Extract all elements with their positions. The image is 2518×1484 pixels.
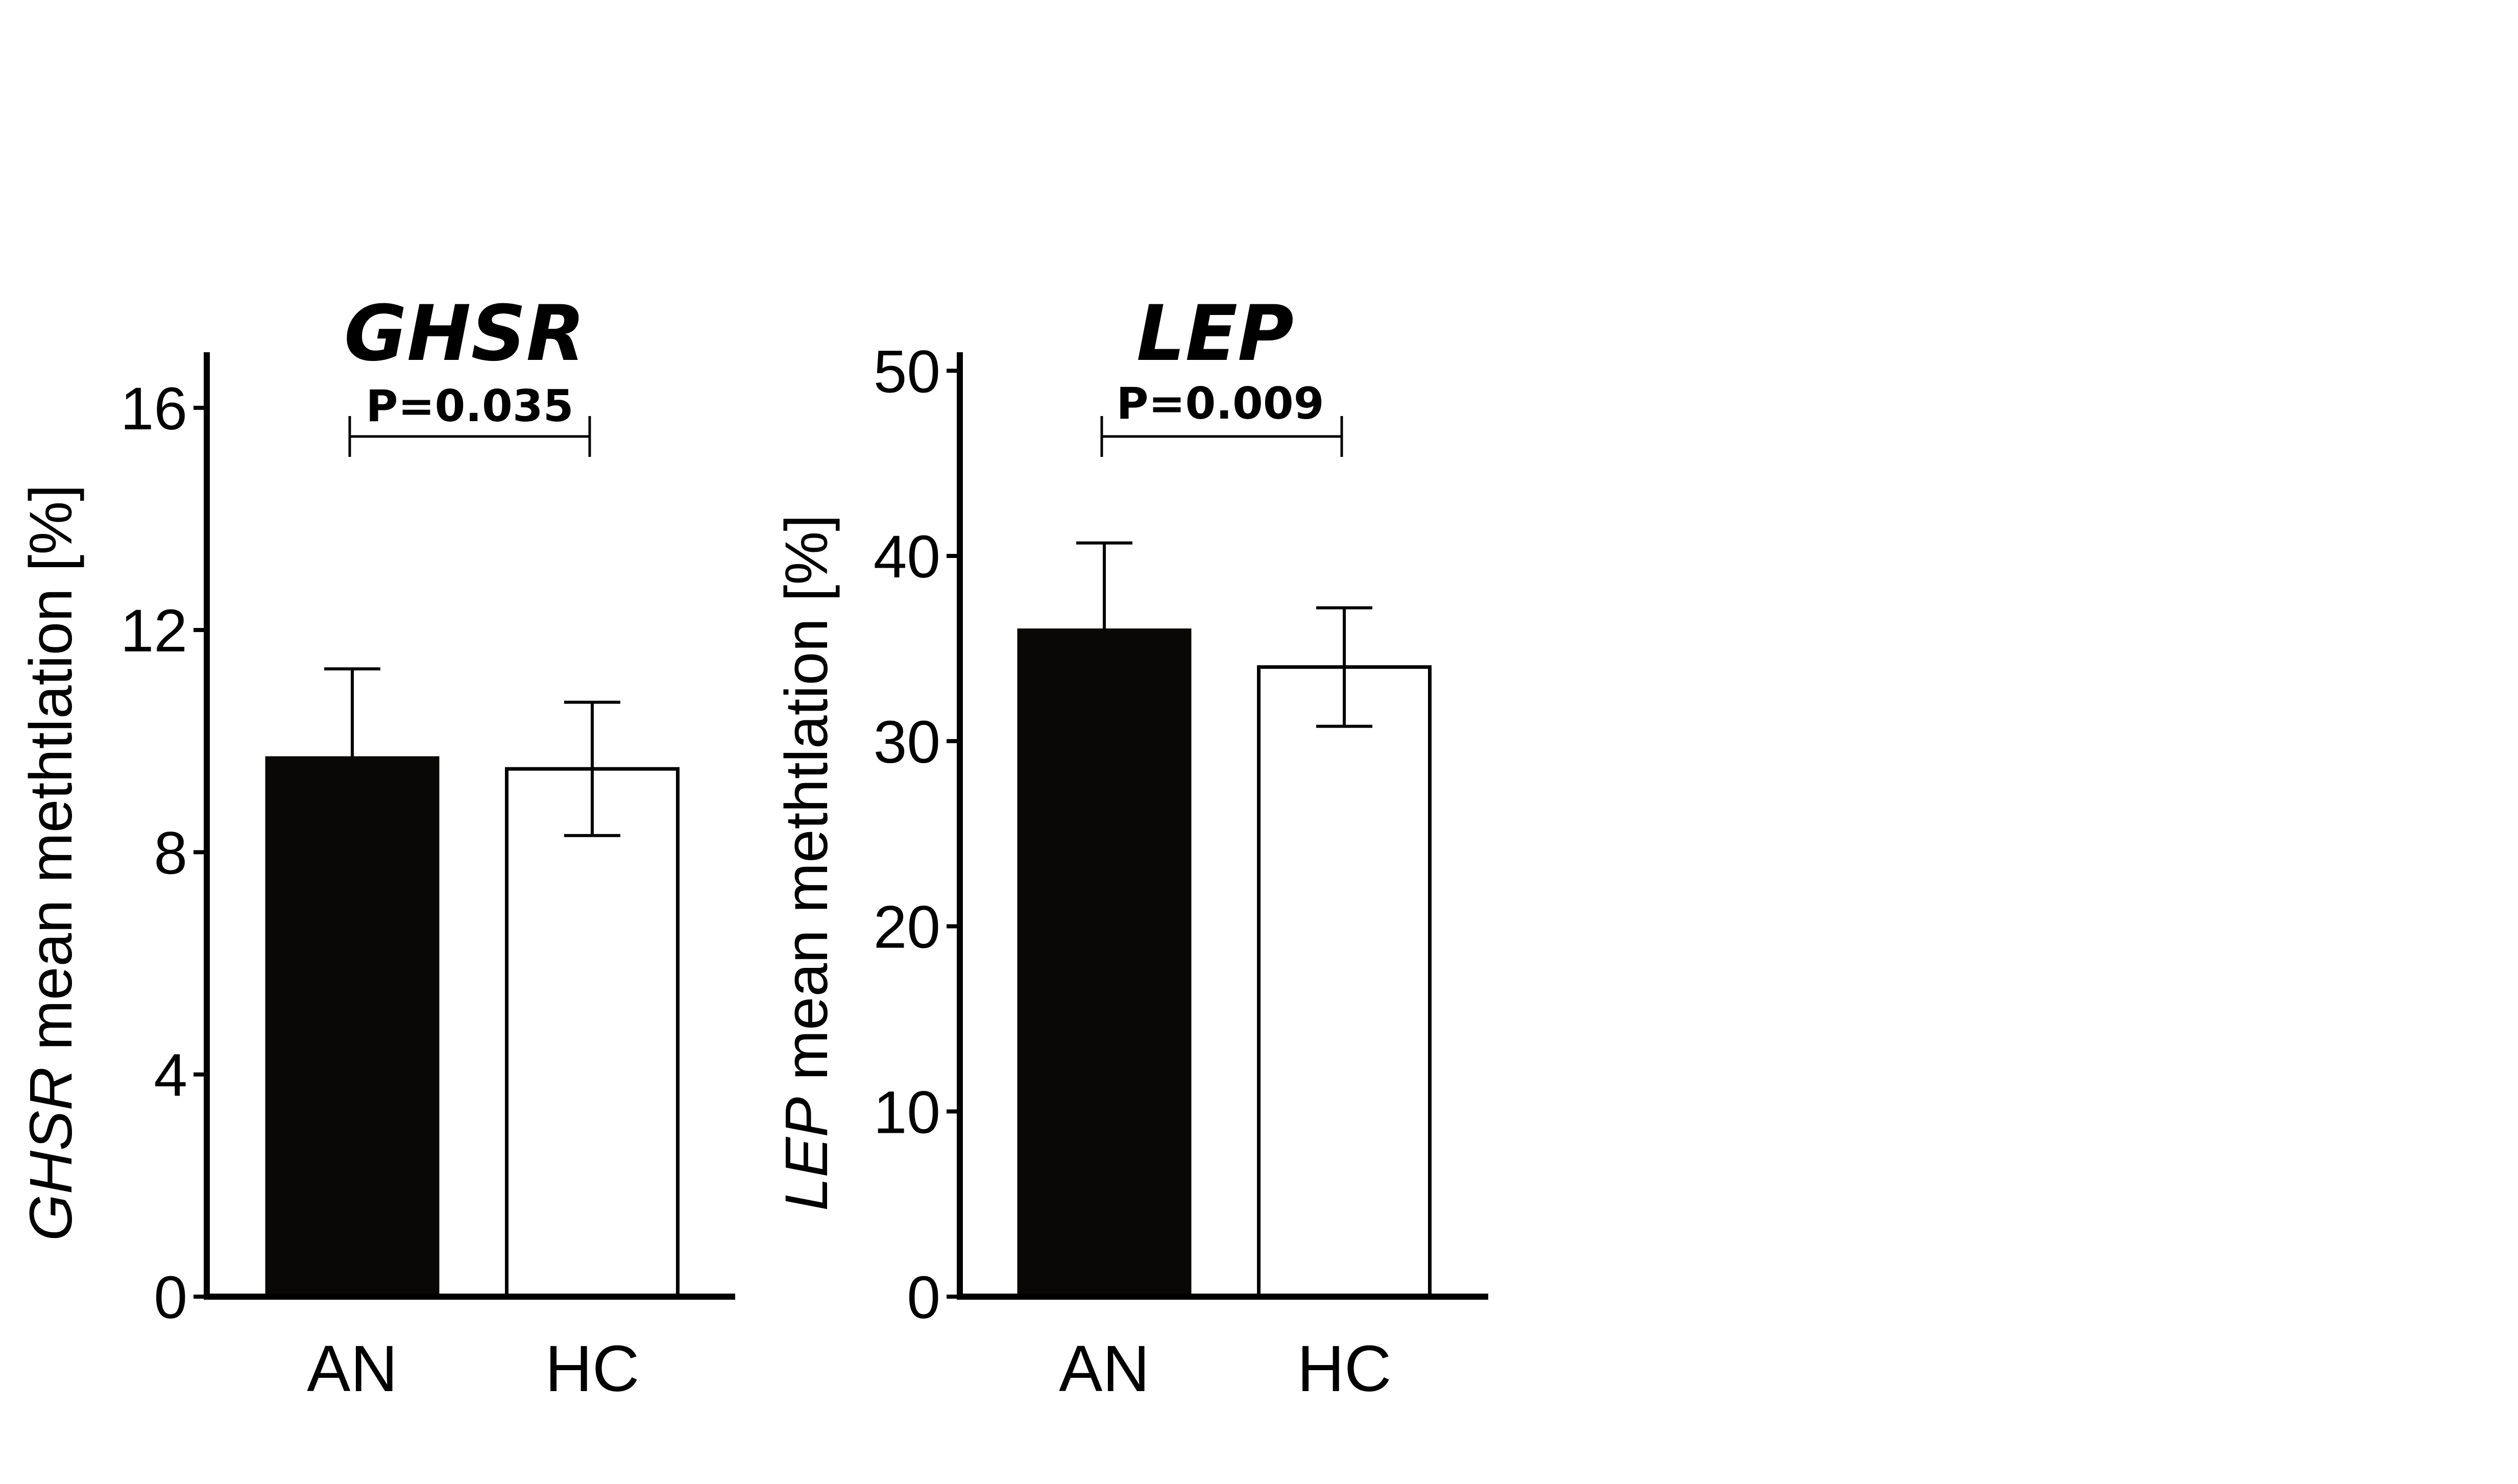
y-axis-label: GHSR mean methtlation [%] [17,484,85,1241]
y-tick-label: 30 [874,709,940,776]
significance-label: P=0.035 [366,381,573,432]
y-axis-label: LEP mean methtlation [%] [773,515,840,1211]
y-axis-label-text: mean methtlation [%] [17,484,85,1067]
y-tick-label: 12 [120,597,187,665]
x-tick-label: HC [1297,1332,1392,1405]
x-tick-labels: AN HC [1059,1332,1391,1405]
chart-title: LEP [1136,289,1294,378]
bars [1017,541,1432,1299]
y-tick-label: 40 [874,523,940,591]
chart-panel-ghsr: GHSR GHSR mean methtlation [%] P=0.035 0… [17,289,735,1405]
significance-label: P=0.009 [1116,378,1324,429]
significance-bracket [1100,416,1343,457]
bar-hc [1257,665,1432,1299]
x-tick-label: AN [307,1332,398,1405]
axes [957,352,1488,1300]
y-tick-label: 0 [907,1264,940,1331]
y-axis-label-text: mean methtlation [%] [773,515,840,1097]
x-tick-label: AN [1059,1332,1150,1405]
chart-panel-lep: LEP LEP mean methtlation [%] P=0.009 0 10… [773,289,1488,1405]
bar-an [1017,628,1192,1298]
x-tick-label: HC [545,1332,640,1405]
y-tick-label: 16 [120,375,187,443]
y-axis-label-gene: LEP [773,1097,840,1211]
y-axis-label-gene: GHSR [17,1067,85,1241]
y-tick-label: 8 [154,819,187,887]
bar-an [265,756,440,1298]
chart-title: GHSR [344,289,585,378]
bar-hc [505,767,680,1299]
significance-bracket [348,416,591,457]
y-tick-label: 4 [154,1042,187,1109]
y-tick-label: 10 [874,1079,940,1146]
x-tick-labels: AN HC [307,1332,639,1405]
y-tick-label: 20 [874,894,940,961]
bars [265,667,680,1299]
axes [204,352,735,1300]
y-tick-label: 0 [154,1264,187,1331]
y-ticks: 0 4 8 12 16 [120,375,207,1331]
y-ticks: 0 10 20 30 40 50 [874,338,960,1331]
y-tick-label: 50 [874,338,940,405]
